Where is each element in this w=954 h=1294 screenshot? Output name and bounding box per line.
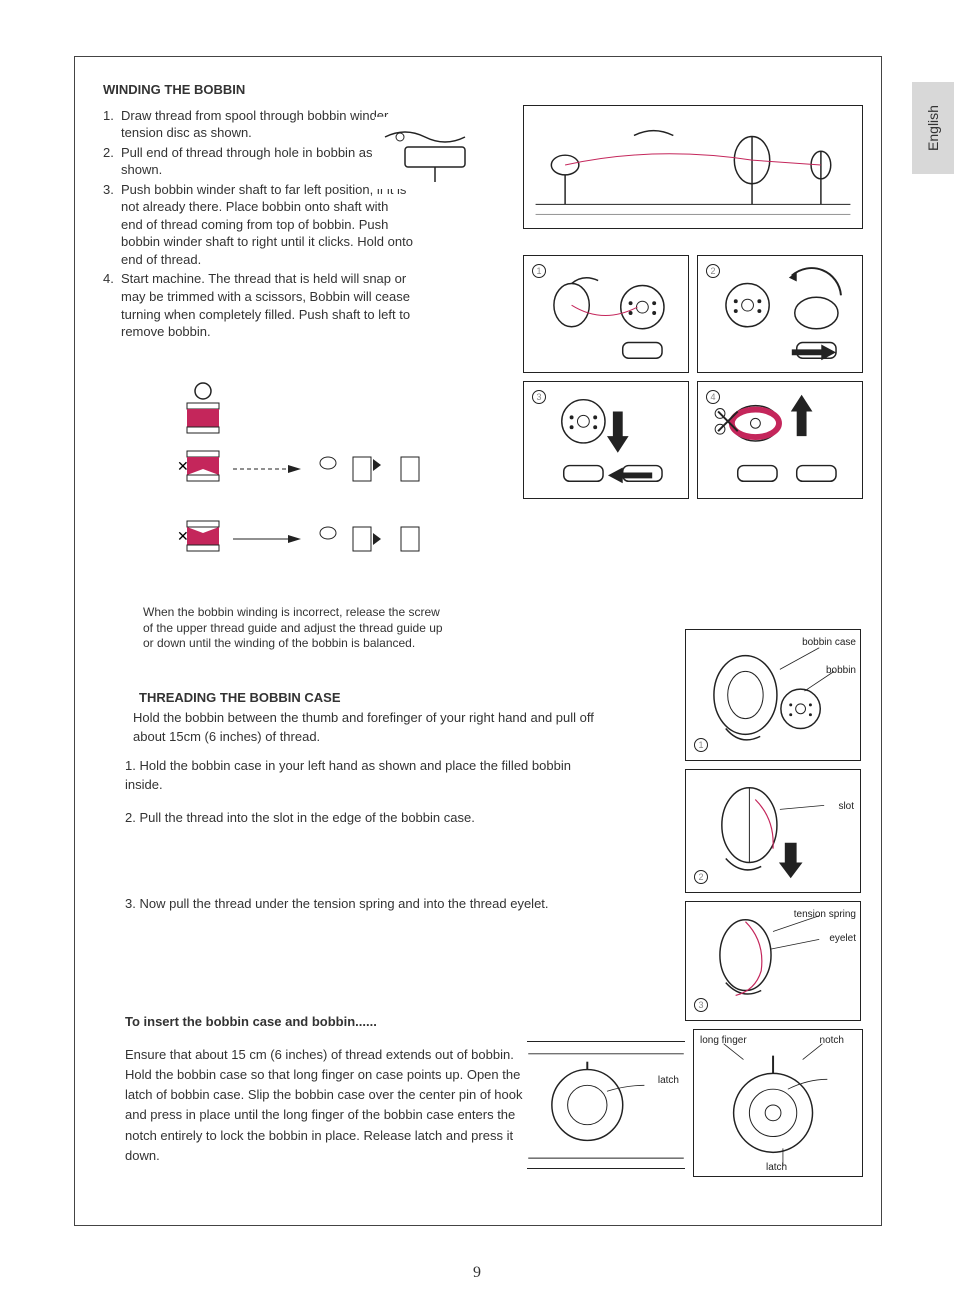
section2-step-3: 3. Now pull the thread under the tension… [125,895,605,914]
page-frame: WINDING THE BOBBIN 1.Draw thread from sp… [74,56,882,1226]
language-tab: English [912,82,954,174]
label-long-finger: long finger [700,1034,747,1048]
section1-title: WINDING THE BOBBIN [103,81,861,99]
section1-steps: 1.Draw thread from spool through bobbin … [103,107,413,341]
illus-grid-1: 1 [523,255,689,373]
illus-winding-overview [523,105,863,229]
illus-insert-right: long finger notch latch [693,1029,863,1177]
illus-bobbin-case-3: 3 tension spring eyelet [685,901,861,1021]
grid-num-2: 2 [706,264,720,278]
step-3: 3.Push bobbin winder shaft to far left p… [103,181,413,269]
page-number: 9 [0,1264,954,1282]
section2-title: THREADING THE BOBBIN CASE [139,689,341,707]
illus-thread-disc [375,117,495,189]
grid-num-4: 4 [706,390,720,404]
illus-winding-compare: ✕ ✕ [173,381,453,577]
section3-title: To insert the bobbin case and bobbin....… [125,1013,377,1031]
illus-bobbin-case-2: 2 slot [685,769,861,893]
illus-grid-4: 4 [697,381,863,499]
label-notch: notch [820,1034,844,1048]
page-content: WINDING THE BOBBIN 1.Draw thread from sp… [103,81,861,1205]
step-2: 2.Pull end of thread through hole in bob… [103,144,413,179]
label-slot: slot [838,800,854,814]
section2-intro: Hold the bobbin between the thumb and fo… [133,709,613,747]
bobbin-num-2: 2 [694,870,708,884]
step-4: 4.Start machine. The thread that is held… [103,270,413,340]
step-1: 1.Draw thread from spool through bobbin … [103,107,413,142]
label-latch-1: latch [658,1074,679,1088]
label-eyelet: eyelet [829,932,856,946]
bobbin-num-1: 1 [694,738,708,752]
grid-num-1: 1 [532,264,546,278]
svg-text:✕: ✕ [177,458,189,474]
grid-num-3: 3 [532,390,546,404]
illus-grid-2: 2 [697,255,863,373]
illus-bobbin-case-1: 1 bobbin case bobbin [685,629,861,761]
label-tension-spring: tension spring [794,908,856,922]
illus-insert-left: latch [527,1041,685,1169]
section2-step-2: 2. Pull the thread into the slot in the … [125,809,605,828]
label-latch-2: latch [766,1161,787,1175]
language-label: English [925,105,941,151]
bobbin-num-3: 3 [694,998,708,1012]
svg-text:✕: ✕ [177,528,189,544]
section1-note: When the bobbin winding is incorrect, re… [143,605,443,652]
section3-body: Ensure that about 15 cm (6 inches) of th… [125,1045,525,1166]
illus-grid-3: 3 [523,381,689,499]
section2-step-1: 1. Hold the bobbin case in your left han… [125,757,605,795]
label-bobbin-case: bobbin case [802,636,856,650]
label-bobbin: bobbin [826,664,856,678]
